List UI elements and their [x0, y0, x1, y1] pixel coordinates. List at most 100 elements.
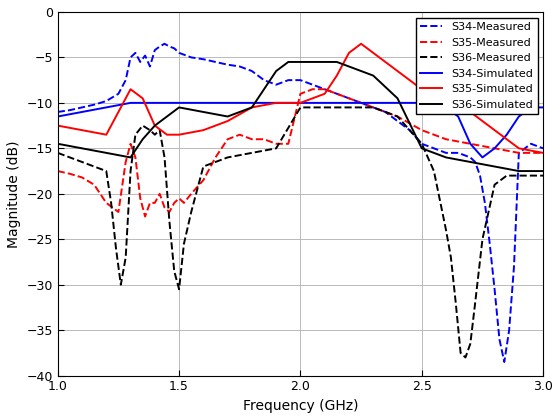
- S36-Simulated: [491, 164, 498, 169]
- S36-Measured: [122, 255, 129, 260]
- S35-Measured: [321, 87, 328, 92]
- S35-Measured: [54, 168, 61, 173]
- S35-Simulated: [358, 41, 365, 46]
- S34-Simulated: [54, 114, 61, 119]
- S36-Measured: [156, 128, 163, 133]
- S35-Measured: [285, 141, 292, 146]
- S36-Simulated: [443, 155, 450, 160]
- S36-Measured: [458, 350, 464, 355]
- S36-Simulated: [321, 60, 328, 65]
- S35-Simulated: [333, 73, 340, 78]
- S36-Simulated: [467, 160, 474, 165]
- S35-Measured: [309, 87, 316, 92]
- S35-Measured: [491, 146, 498, 151]
- S35-Simulated: [273, 100, 279, 105]
- S34-Simulated: [431, 100, 437, 105]
- S36-Simulated: [249, 105, 255, 110]
- S34-Measured: [137, 60, 143, 65]
- S35-Simulated: [176, 132, 183, 137]
- S35-Measured: [122, 160, 129, 165]
- S35-Measured: [382, 110, 389, 115]
- S35-Simulated: [151, 123, 158, 128]
- S34-Measured: [540, 146, 547, 151]
- S36-Measured: [91, 164, 97, 169]
- Line: S35-Simulated: S35-Simulated: [58, 44, 543, 153]
- S36-Measured: [171, 268, 178, 273]
- Line: S34-Measured: S34-Measured: [58, 44, 543, 362]
- S36-Simulated: [78, 146, 85, 151]
- S35-Measured: [467, 141, 474, 146]
- S34-Measured: [333, 91, 340, 96]
- S35-Simulated: [139, 96, 146, 101]
- Line: S36-Measured: S36-Measured: [58, 108, 543, 357]
- S34-Simulated: [297, 100, 304, 105]
- S36-Measured: [462, 355, 469, 360]
- S35-Measured: [151, 200, 158, 205]
- S35-Simulated: [394, 68, 401, 74]
- S36-Measured: [503, 173, 510, 178]
- S35-Measured: [346, 96, 352, 101]
- S34-Measured: [501, 360, 508, 365]
- S34-Simulated: [491, 146, 498, 151]
- S36-Measured: [447, 255, 454, 260]
- S36-Measured: [452, 300, 459, 305]
- S34-Simulated: [516, 114, 522, 119]
- S35-Measured: [78, 175, 85, 180]
- S34-Simulated: [176, 100, 183, 105]
- S36-Measured: [151, 132, 158, 137]
- S36-Measured: [118, 282, 124, 287]
- S36-Measured: [273, 146, 279, 151]
- S36-Measured: [370, 105, 376, 110]
- S36-Simulated: [224, 114, 231, 119]
- S35-Simulated: [78, 128, 85, 133]
- Line: S36-Simulated: S36-Simulated: [58, 62, 543, 171]
- S36-Simulated: [394, 96, 401, 101]
- S36-Measured: [108, 200, 114, 205]
- S36-Measured: [103, 168, 110, 173]
- S36-Measured: [472, 300, 479, 305]
- S34-Simulated: [443, 105, 450, 110]
- S35-Measured: [127, 141, 134, 146]
- S35-Simulated: [443, 100, 450, 105]
- S35-Measured: [115, 210, 122, 215]
- S36-Simulated: [540, 168, 547, 173]
- S36-Measured: [333, 105, 340, 110]
- S34-Simulated: [127, 100, 134, 105]
- S36-Measured: [139, 123, 146, 128]
- S36-Simulated: [139, 137, 146, 142]
- S36-Measured: [297, 105, 304, 110]
- Y-axis label: Magnitude (dB): Magnitude (dB): [7, 140, 21, 247]
- S34-Simulated: [273, 100, 279, 105]
- S34-Simulated: [200, 100, 207, 105]
- S35-Simulated: [297, 100, 304, 105]
- S36-Simulated: [127, 155, 134, 160]
- S35-Measured: [212, 155, 219, 160]
- S35-Simulated: [418, 87, 425, 92]
- S35-Measured: [333, 91, 340, 96]
- S34-Measured: [370, 105, 376, 110]
- S34-Measured: [54, 110, 61, 115]
- S34-Simulated: [346, 100, 352, 105]
- S36-Measured: [479, 237, 486, 242]
- S36-Simulated: [151, 123, 158, 128]
- S35-Measured: [236, 132, 243, 137]
- S35-Measured: [540, 150, 547, 155]
- S35-Measured: [137, 196, 143, 201]
- S35-Measured: [224, 137, 231, 142]
- S36-Measured: [113, 246, 119, 251]
- S36-Measured: [166, 218, 172, 223]
- Legend: S34-Measured, S35-Measured, S36-Measured, S34-Simulated, S35-Simulated, S36-Simu: S34-Measured, S35-Measured, S36-Measured…: [416, 18, 538, 114]
- S36-Measured: [132, 132, 139, 137]
- S35-Measured: [171, 200, 178, 205]
- S36-Measured: [180, 241, 187, 246]
- S36-Simulated: [516, 168, 522, 173]
- S34-Simulated: [479, 155, 486, 160]
- S36-Simulated: [370, 73, 376, 78]
- S36-Measured: [54, 150, 61, 155]
- S34-Simulated: [455, 114, 461, 119]
- X-axis label: Frequency (GHz): Frequency (GHz): [242, 399, 358, 413]
- S36-Simulated: [54, 141, 61, 146]
- S36-Simulated: [285, 60, 292, 65]
- S35-Simulated: [54, 123, 61, 128]
- S34-Simulated: [224, 100, 231, 105]
